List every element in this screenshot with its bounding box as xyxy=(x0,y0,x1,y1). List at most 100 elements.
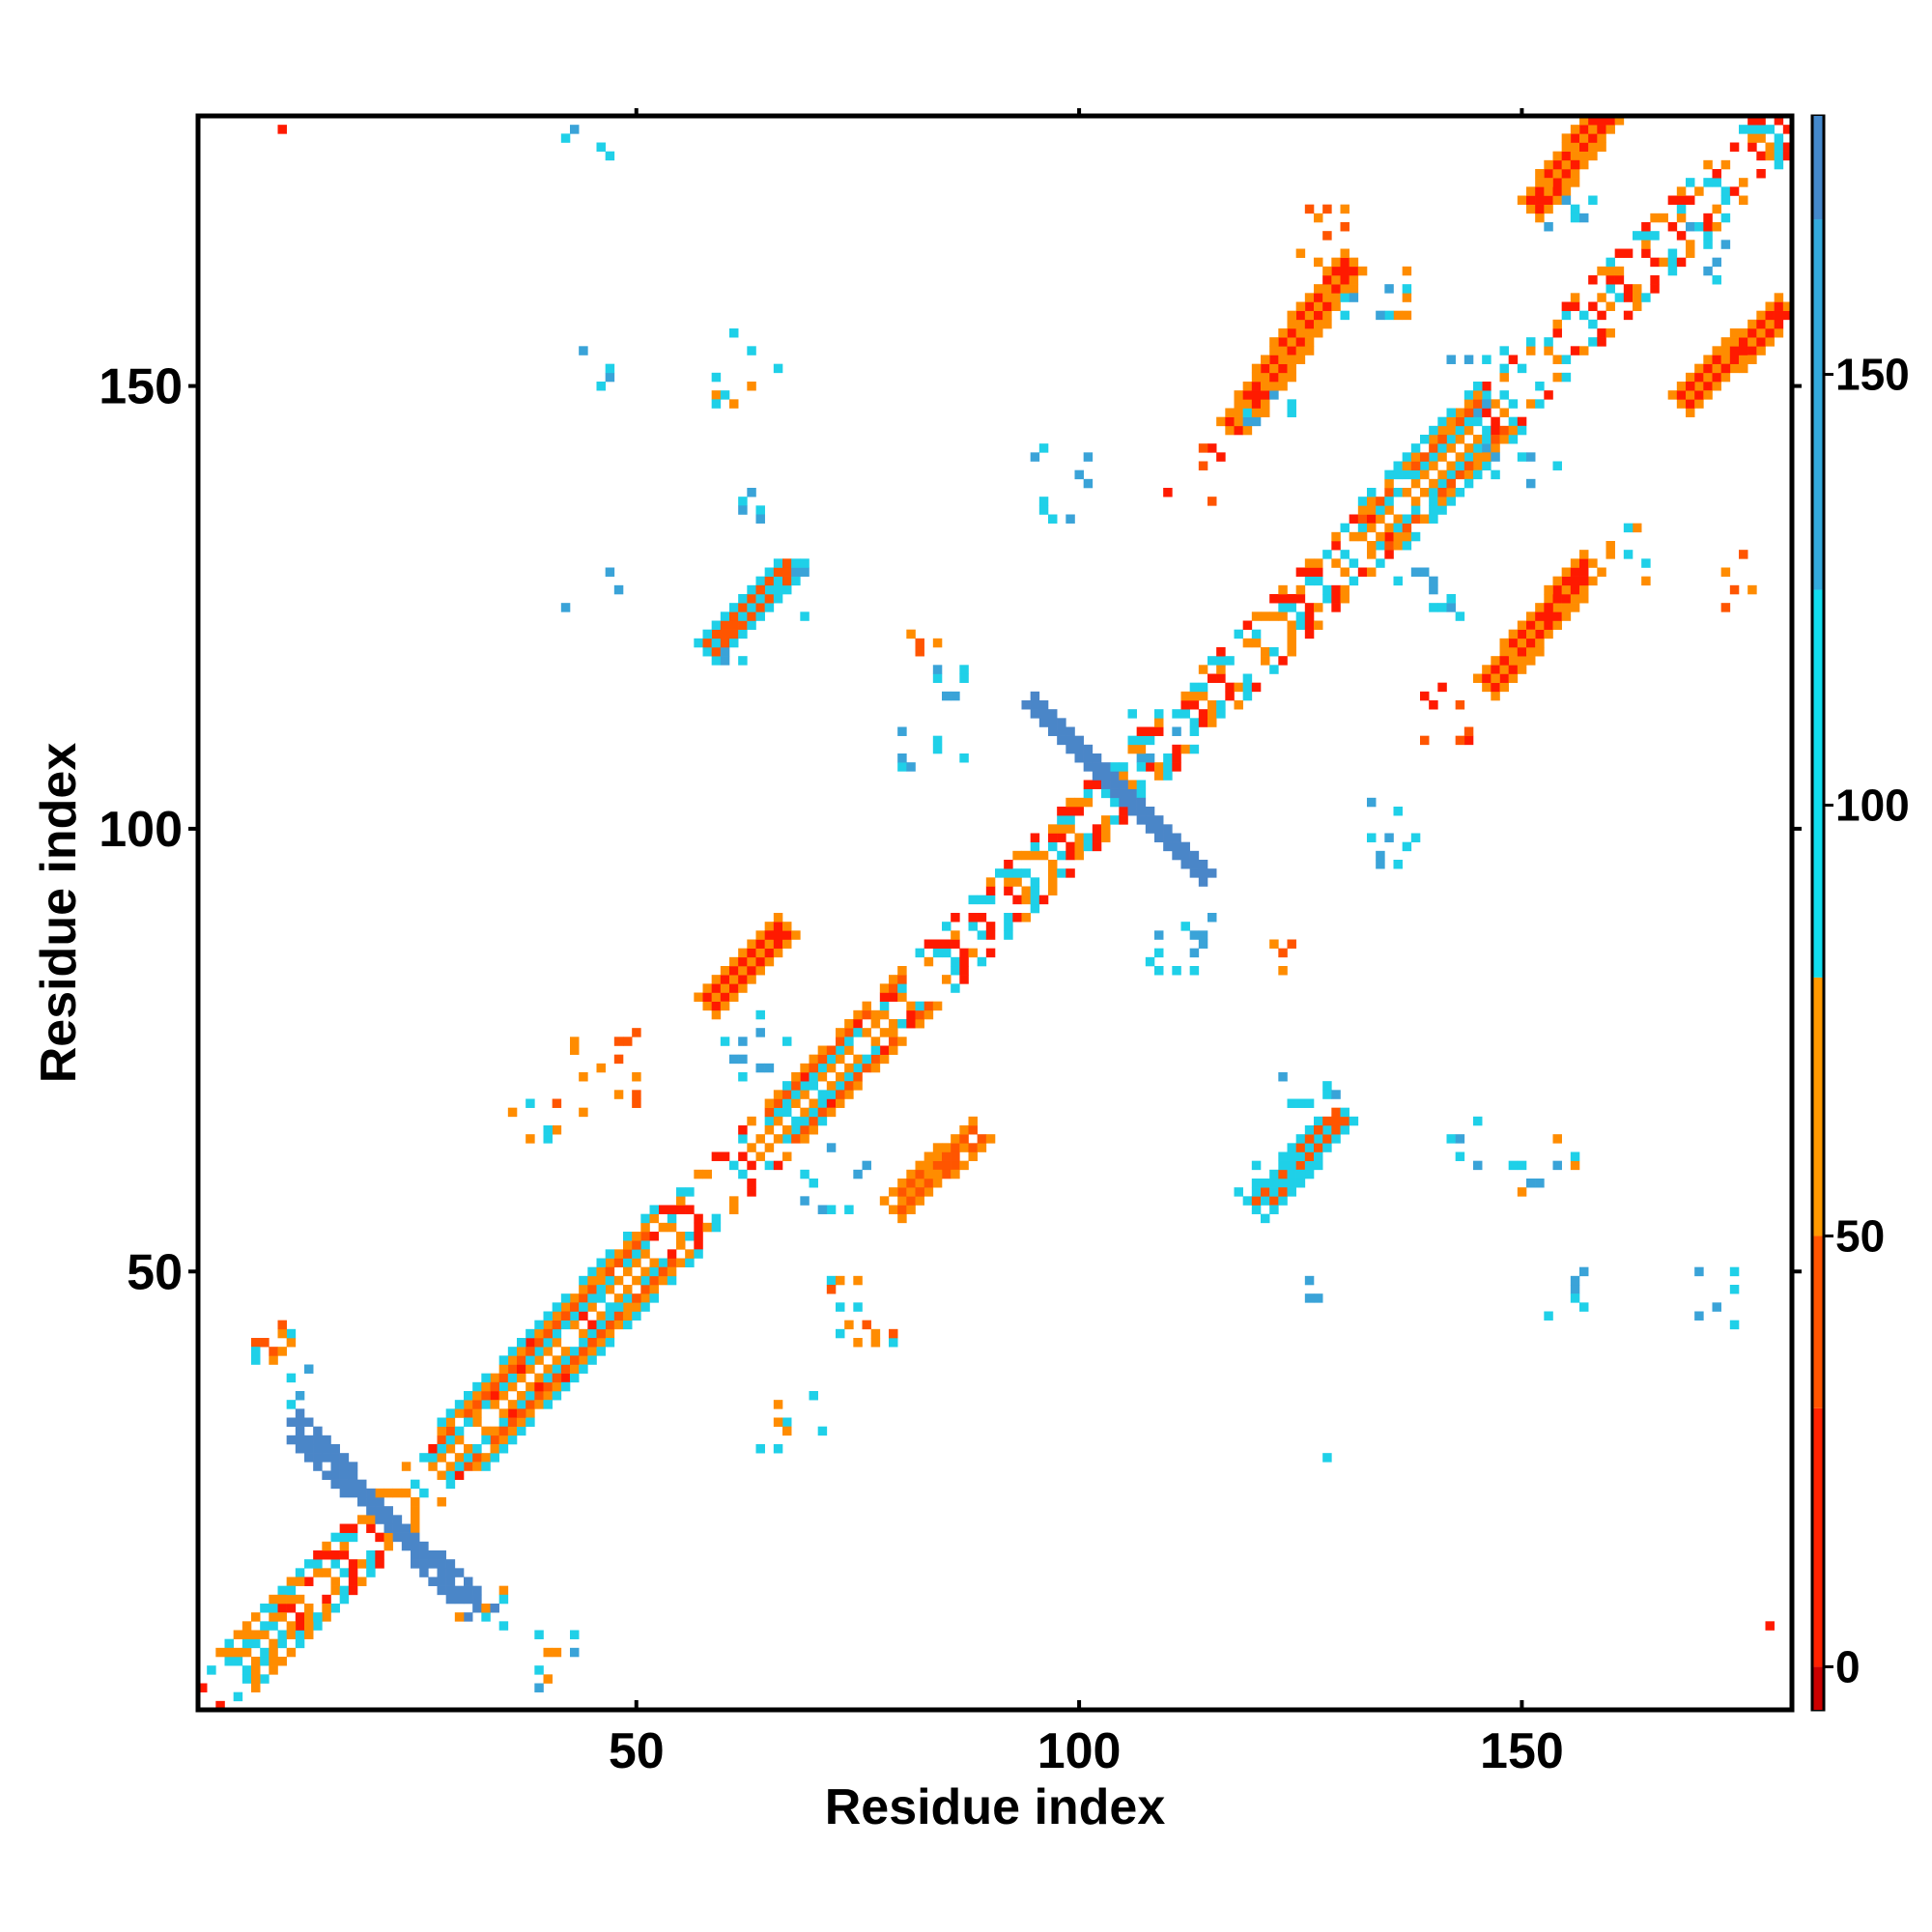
heatmap-cell xyxy=(1455,435,1465,444)
heatmap-cell xyxy=(1163,488,1173,497)
heatmap-cell xyxy=(605,1266,615,1277)
heatmap-cell xyxy=(1154,762,1164,772)
heatmap-cell xyxy=(481,1426,491,1436)
heatmap-cell xyxy=(1234,700,1243,710)
heatmap-cell xyxy=(702,1001,712,1011)
heatmap-cell xyxy=(286,1577,297,1586)
heatmap-cell xyxy=(1410,469,1421,480)
heatmap-cell xyxy=(764,1107,775,1118)
heatmap-cell xyxy=(667,1249,677,1259)
heatmap-cell xyxy=(517,1355,526,1365)
heatmap-cell xyxy=(729,975,739,984)
heatmap-cell xyxy=(1376,497,1385,506)
heatmap-cell xyxy=(428,1444,438,1454)
heatmap-cell xyxy=(1189,691,1200,701)
heatmap-cell xyxy=(1384,550,1394,559)
heatmap-cell xyxy=(862,1063,871,1073)
heatmap-cell xyxy=(1251,382,1262,391)
heatmap-cell xyxy=(1420,488,1430,497)
heatmap-cell xyxy=(879,1028,890,1037)
heatmap-cell xyxy=(1729,584,1740,595)
heatmap-cell xyxy=(613,1293,624,1303)
heatmap-cell xyxy=(1163,833,1173,842)
heatmap-cell xyxy=(552,1320,562,1330)
heatmap-cell xyxy=(472,1408,482,1418)
heatmap-cell xyxy=(1712,169,1721,179)
heatmap-cell xyxy=(817,1063,828,1073)
heatmap-cell xyxy=(942,939,952,949)
heatmap-cell xyxy=(1295,594,1306,604)
heatmap-cell xyxy=(481,1373,491,1383)
heatmap-cell xyxy=(1304,1151,1315,1161)
heatmap-cell xyxy=(1278,611,1288,621)
heatmap-cell xyxy=(1517,629,1527,639)
heatmap-cell xyxy=(1269,611,1279,621)
heatmap-cell xyxy=(1473,452,1483,462)
heatmap-cell xyxy=(1623,248,1634,258)
heatmap-cell xyxy=(773,913,783,923)
heatmap-cell xyxy=(729,1054,739,1065)
heatmap-cell xyxy=(959,1143,969,1152)
heatmap-cell xyxy=(1340,257,1350,268)
heatmap-cell xyxy=(1030,833,1040,842)
heatmap-cell xyxy=(1331,257,1341,268)
heatmap-cell xyxy=(782,922,792,931)
heatmap-cell xyxy=(1676,213,1687,223)
heatmap-cell xyxy=(552,1381,562,1392)
heatmap-cell xyxy=(1251,399,1262,409)
heatmap-cell xyxy=(1154,815,1164,825)
heatmap-cell xyxy=(498,1373,509,1383)
x-axis-ticks: 50 100 150 xyxy=(609,108,1564,1779)
heatmap-cell xyxy=(942,975,952,984)
heatmap-cell xyxy=(906,1187,916,1197)
heatmap-cell xyxy=(464,1400,473,1409)
heatmap-cell xyxy=(1588,576,1598,586)
heatmap-cell xyxy=(552,1373,562,1383)
heatmap-cell xyxy=(968,913,978,923)
heatmap-cell xyxy=(1322,275,1332,285)
heatmap-cell xyxy=(1446,425,1456,436)
heatmap-cell xyxy=(472,1381,482,1392)
heatmap-cell xyxy=(1145,807,1155,816)
heatmap-cell xyxy=(330,1444,340,1454)
heatmap-cell xyxy=(826,1285,837,1294)
heatmap-cell xyxy=(1429,603,1438,612)
heatmap-cell xyxy=(800,567,810,577)
heatmap-cell xyxy=(1686,222,1695,232)
heatmap-cell xyxy=(1535,620,1545,630)
heatmap-cell xyxy=(1410,461,1421,470)
heatmap-cell xyxy=(1491,469,1500,480)
heatmap-cell xyxy=(1429,700,1438,710)
heatmap-cell xyxy=(587,1275,597,1286)
heatmap-cell xyxy=(1694,222,1704,232)
heatmap-cell xyxy=(853,1275,863,1286)
heatmap-cell xyxy=(773,1116,783,1126)
heatmap-cell xyxy=(596,142,606,152)
heatmap-cell xyxy=(1251,1196,1262,1206)
heatmap-cell xyxy=(640,1222,650,1233)
heatmap-cell xyxy=(853,1054,863,1065)
heatmap-cell xyxy=(1331,1107,1341,1118)
heatmap-cell xyxy=(1526,346,1536,355)
heatmap-cell xyxy=(1579,594,1589,604)
heatmap-cell xyxy=(543,1373,553,1383)
heatmap-cell xyxy=(543,1364,553,1374)
heatmap-cell xyxy=(1110,815,1120,825)
heatmap-cell xyxy=(543,1391,553,1401)
heatmap-cell xyxy=(1295,620,1306,630)
heatmap-cell xyxy=(454,1426,465,1436)
heatmap-cell xyxy=(1570,346,1580,355)
heatmap-cell xyxy=(498,1444,509,1454)
heatmap-cell xyxy=(1561,186,1572,196)
heatmap-cell xyxy=(1057,807,1066,816)
heatmap-cell xyxy=(1499,363,1509,374)
heatmap-cell xyxy=(1304,567,1315,577)
heatmap-cell xyxy=(906,629,916,639)
heatmap-cell xyxy=(1774,151,1784,161)
heatmap-cell xyxy=(1030,895,1040,905)
heatmap-cell xyxy=(906,1009,916,1020)
heatmap-cell xyxy=(1756,310,1766,321)
heatmap-cell xyxy=(773,1134,783,1144)
heatmap-cell xyxy=(313,1453,323,1463)
